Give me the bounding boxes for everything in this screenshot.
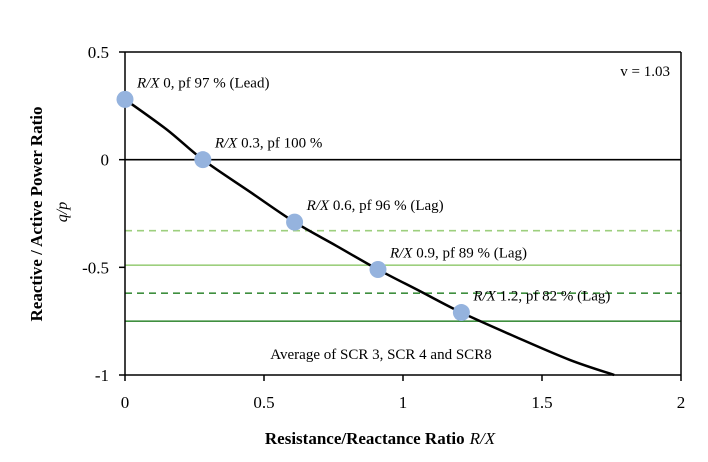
- data-point-0: [116, 90, 134, 108]
- point-label-text: 0, pf 97 % (Lead): [160, 75, 270, 91]
- point-label-text: 0.3, pf 100 %: [237, 136, 322, 152]
- x-axis-title-text: Resistance/Reactance Ratio: [265, 429, 465, 448]
- point-label-1: R/X 0.3, pf 100 %: [214, 136, 323, 152]
- y-tick-label: -1: [95, 366, 109, 385]
- point-label-var: R/X: [214, 136, 238, 152]
- data-point-1: [194, 151, 212, 169]
- footnote: Average of SCR 3, SCR 4 and SCR8: [270, 347, 491, 363]
- reference-lines: [125, 158, 681, 322]
- axis-ticks: 0 0.5 1 1.5 2 0.5 0 -0.5 -1: [82, 43, 685, 412]
- x-tick-label: 2: [677, 393, 686, 412]
- point-label-0: R/X 0, pf 97 % (Lead): [136, 75, 269, 91]
- point-label-var: R/X: [472, 289, 496, 305]
- voltage-label: v = 1.03: [620, 64, 670, 80]
- data-markers: [116, 90, 470, 322]
- point-label-text: 1.2, pf 82 % (Lag): [496, 289, 611, 305]
- y-tick-label: -0.5: [82, 258, 109, 277]
- y-tick-label: 0.5: [88, 43, 109, 62]
- x-tick-label: 0.5: [253, 393, 274, 412]
- y-axis-var: q/p: [54, 202, 71, 222]
- x-axis-var: R/X: [469, 429, 496, 448]
- point-label-text: 0.9, pf 89 % (Lag): [412, 245, 527, 261]
- data-point-3: [369, 260, 387, 278]
- point-label-var: R/X: [136, 75, 160, 91]
- x-tick-label: 0: [121, 393, 130, 412]
- point-label-2: R/X 0.6, pf 96 % (Lag): [306, 198, 444, 214]
- point-label-3: R/X 0.9, pf 89 % (Lag): [389, 245, 527, 261]
- x-tick-label: 1: [399, 393, 408, 412]
- fitted-curve: [124, 98, 615, 377]
- y-axis-title: Reactive / Active Power Ratio: [27, 107, 46, 322]
- point-labels: R/X 0, pf 97 % (Lead)R/X 0.3, pf 100 %R/…: [136, 75, 610, 304]
- point-label-var: R/X: [306, 198, 330, 214]
- x-tick-label: 1.5: [531, 393, 552, 412]
- x-axis-title: Resistance/Reactance Ratio R/X: [265, 429, 496, 448]
- y-tick-label: 0: [101, 151, 110, 170]
- point-label-var: R/X: [389, 245, 413, 261]
- point-label-4: R/X 1.2, pf 82 % (Lag): [472, 289, 610, 305]
- data-point-2: [286, 213, 304, 231]
- point-label-text: 0.6, pf 96 % (Lag): [329, 198, 444, 214]
- data-point-4: [452, 304, 470, 322]
